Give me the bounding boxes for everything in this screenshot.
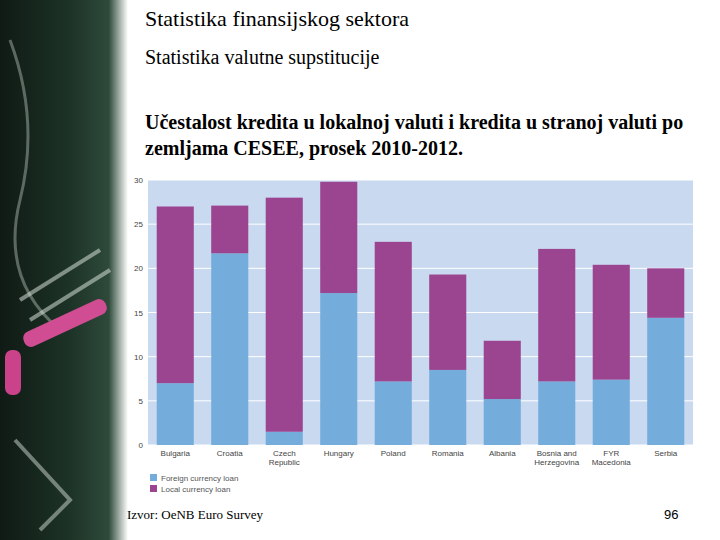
bar-segment: [211, 206, 248, 254]
bar-segment: [593, 380, 630, 445]
chalk-stick: [21, 297, 109, 350]
chalk-drawing: [0, 0, 128, 540]
source-note: Izvor: OeNB Euro Survey: [127, 507, 263, 523]
x-tick-label: CzechRepublic: [269, 449, 300, 467]
bar-segment: [647, 318, 684, 445]
y-tick-label: 0: [139, 441, 144, 450]
bar-segment: [375, 242, 412, 382]
chart: 0 5 10 15 20 25 30 Bulgaria Croatia CzechRepublic…: [0, 0, 720, 540]
slide-title: Statistika finansijskog sektora: [145, 6, 409, 32]
bar-segment: [484, 399, 521, 445]
bar-segment: [484, 341, 521, 399]
chalk-stick: [5, 350, 21, 395]
x-tick-label: Albania: [489, 449, 516, 458]
bar-segment: [593, 265, 630, 380]
bar-segment: [266, 432, 303, 445]
x-tick-label: Serbia: [654, 449, 678, 458]
bars: [157, 182, 685, 445]
page-number: 96: [664, 507, 678, 522]
chalk-line: [15, 440, 70, 530]
chalk-line: [10, 40, 60, 330]
y-tick-label: 30: [134, 176, 143, 185]
y-tick-label: 5: [139, 397, 144, 406]
chalkboard: [0, 0, 128, 540]
bar-segment: [211, 253, 248, 445]
bar-segment: [320, 182, 357, 293]
y-tick-label: 15: [134, 309, 143, 318]
bar-segment: [266, 198, 303, 432]
slide: Statistika finansijskog sektora Statistik…: [0, 0, 720, 540]
x-tick-label: Croatia: [217, 449, 243, 458]
bar-segment: [538, 381, 575, 445]
x-tick-label: Romania: [432, 449, 465, 458]
legend-swatch: [150, 474, 157, 481]
bar-segment: [157, 207, 194, 384]
y-tick-label: 20: [134, 264, 143, 273]
y-tick-label: 10: [134, 353, 143, 362]
legend-label: Foreign currency loan: [161, 474, 238, 483]
slide-subtitle: Statistika valutne supstitucije: [145, 46, 379, 69]
bar-segment: [538, 249, 575, 382]
y-tick-label: 25: [134, 220, 143, 229]
x-tick-label: Bosnia andHerzegovina: [534, 449, 579, 467]
legend-swatch: [150, 485, 157, 492]
bar-segment: [647, 268, 684, 317]
x-tick-label: Poland: [381, 449, 406, 458]
x-tick-label: FYRMacedonia: [592, 449, 632, 467]
legend-label: Local currency loan: [161, 485, 230, 494]
chart-heading: Učestalost kredita u lokalnoj valuti i k…: [145, 109, 710, 161]
bar-segment: [320, 293, 357, 445]
bar-segment: [429, 370, 466, 445]
x-tick-label: Bulgaria: [161, 449, 191, 458]
bar-segment: [157, 383, 194, 445]
bar-segment: [375, 381, 412, 445]
grid-line: [148, 180, 693, 181]
plot-area: [148, 180, 693, 445]
bar-segment: [429, 275, 466, 370]
x-tick-label: Hungary: [324, 449, 354, 458]
